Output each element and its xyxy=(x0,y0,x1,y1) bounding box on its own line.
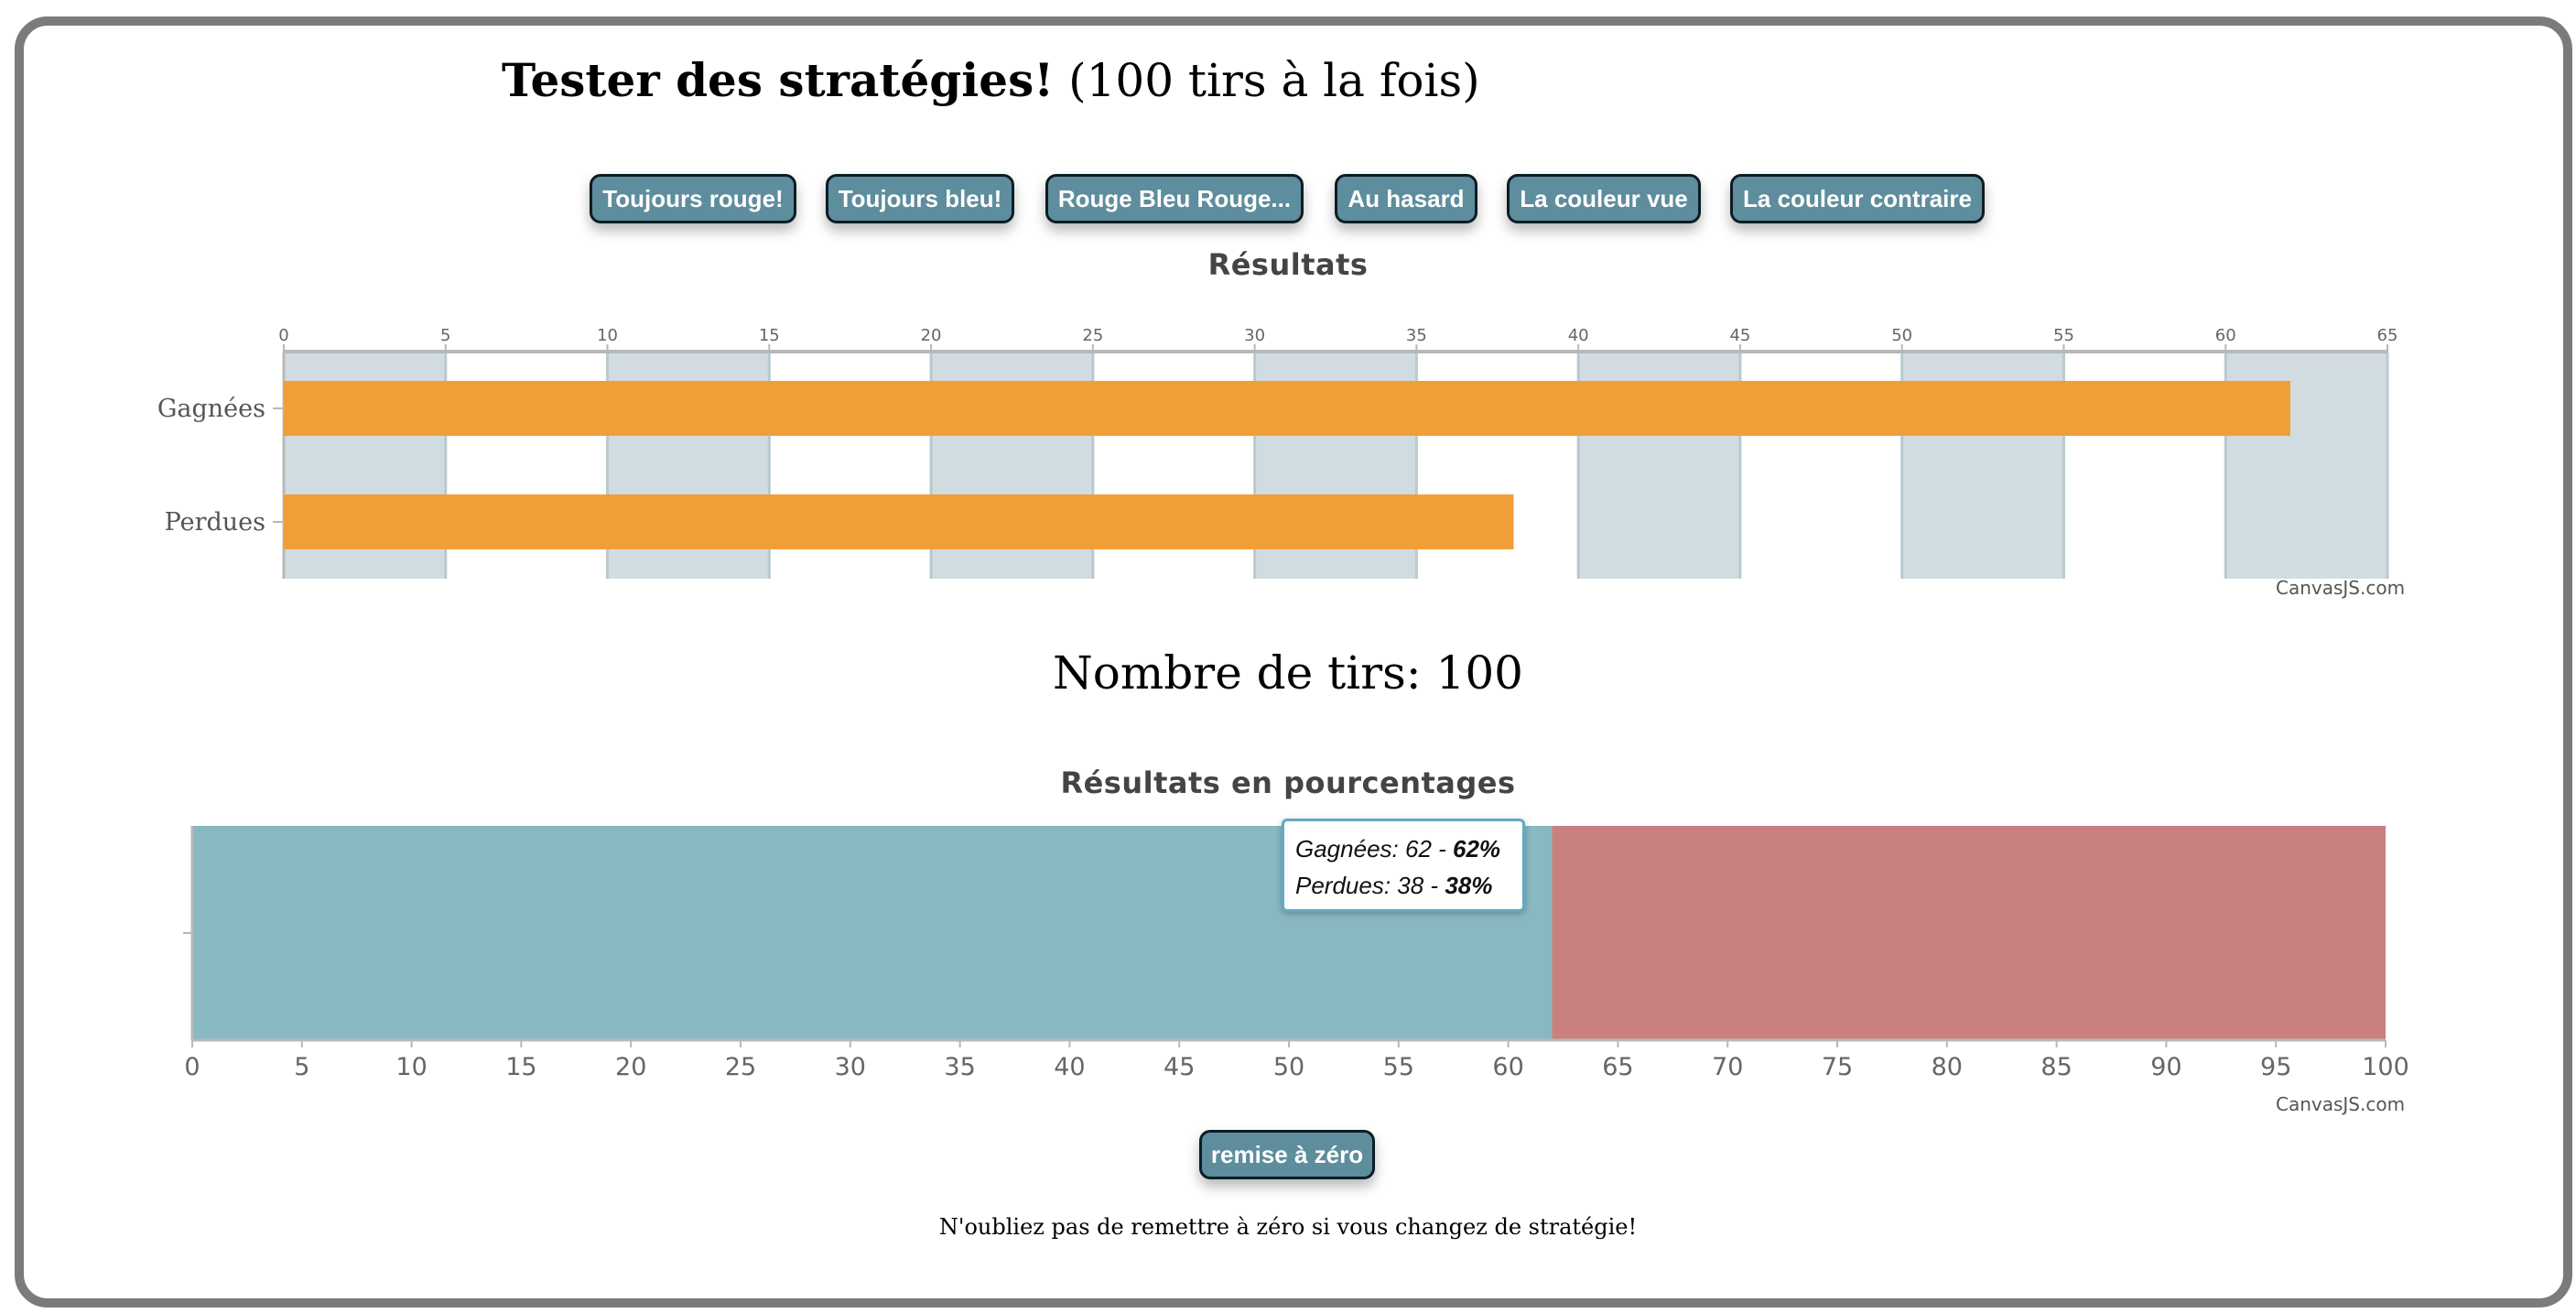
chart2-tick-label: 75 xyxy=(1822,1053,1853,1080)
shot-count: Nombre de tirs: 100 xyxy=(1053,646,1523,700)
chart1-tick-label: 40 xyxy=(1568,326,1589,345)
chart1-tick-label: 60 xyxy=(2215,326,2236,345)
chart2-tick-label: 5 xyxy=(294,1053,309,1080)
random-button[interactable]: Au hasard xyxy=(1335,174,1477,223)
chart1-tick-label: 55 xyxy=(2053,326,2074,345)
chart2-tick-label: 45 xyxy=(1164,1053,1195,1080)
chart1-category-label: Perdues xyxy=(165,508,265,537)
chart1-tick-label: 5 xyxy=(440,326,450,345)
chart2-tick-label: 15 xyxy=(505,1053,536,1080)
chart1-tick-label: 0 xyxy=(278,326,288,345)
chart1-bar-won xyxy=(284,381,2290,436)
chart1-tick-label: 45 xyxy=(1729,326,1750,345)
chart2-tick-label: 90 xyxy=(2150,1053,2181,1080)
chart2-segment-lost xyxy=(1552,826,2386,1040)
chart2-tick-label: 20 xyxy=(615,1053,646,1080)
chart1-tick-label: 65 xyxy=(2377,326,2398,345)
chart2-tick-label: 50 xyxy=(1273,1053,1304,1080)
page-title-bold: Tester des stratégies! xyxy=(502,53,1055,107)
chart1-category-label: Gagnées xyxy=(157,395,265,423)
chart1-tick-label: 50 xyxy=(1891,326,1912,345)
chart1-tick-label: 25 xyxy=(1082,326,1103,345)
chart-tooltip: Gagnées: 62 - 62% Perdues: 38 - 38% xyxy=(1282,819,1525,912)
results-chart: 0 5 10 15 20 25 30 35 40 45 50 55 60 65 Gagnées Perdues xyxy=(157,326,2398,579)
chart1-tick-label: 30 xyxy=(1244,326,1265,345)
percent-chart-title: Résultats en pourcentages xyxy=(1060,765,1516,800)
reset-reminder-note: N'oubliez pas de remettre à zéro si vous… xyxy=(938,1214,1638,1240)
chart2-tick-label: 35 xyxy=(944,1053,975,1080)
tooltip-row-lost: Perdues: 38 - 38% xyxy=(1295,867,1511,904)
chart1-bar-lost xyxy=(284,494,1514,549)
reset-button[interactable]: remise à zéro xyxy=(1199,1130,1375,1179)
chart2-tick-label: 55 xyxy=(1383,1053,1414,1080)
chart1-tick-label: 15 xyxy=(759,326,780,345)
page-title: Tester des stratégies! (100 tirs à la fo… xyxy=(502,51,1480,110)
results-chart-title: Résultats xyxy=(1207,247,1369,282)
opposite-color-button[interactable]: La couleur contraire xyxy=(1730,174,1985,223)
chart2-tick-label: 70 xyxy=(1712,1053,1743,1080)
chart1-tick-label: 10 xyxy=(597,326,618,345)
chart2-tick-label: 85 xyxy=(2040,1053,2072,1080)
tooltip-won-text: : 62 - xyxy=(1391,835,1454,863)
app-frame xyxy=(15,16,2572,1308)
tooltip-won-name: Gagnées xyxy=(1295,835,1392,863)
chart2-tick-label: 100 xyxy=(2362,1053,2409,1080)
percent-chart-credit: CanvasJS.com xyxy=(2276,1093,2406,1115)
red-blue-red-button[interactable]: Rouge Bleu Rouge... xyxy=(1045,174,1304,223)
chart2-tick-label: 65 xyxy=(1602,1053,1633,1080)
chart2-tick-label: 10 xyxy=(395,1053,427,1080)
tooltip-row-won: Gagnées: 62 - 62% xyxy=(1295,830,1511,867)
chart2-tick-label: 80 xyxy=(1932,1053,1963,1080)
chart2-tick-label: 60 xyxy=(1492,1053,1523,1080)
seen-color-button[interactable]: La couleur vue xyxy=(1507,174,1701,223)
chart2-tick-label: 0 xyxy=(184,1053,200,1080)
chart2-tick-label: 95 xyxy=(2260,1053,2291,1080)
tooltip-won-percent: 62% xyxy=(1453,835,1501,863)
tooltip-lost-percent: 38% xyxy=(1445,872,1493,899)
chart1-tick-label: 20 xyxy=(921,326,942,345)
page-title-subtitle: (100 tirs à la fois) xyxy=(1054,54,1480,107)
chart2-tick-label: 30 xyxy=(835,1053,866,1080)
tooltip-lost-text: : 38 - xyxy=(1383,872,1445,899)
tooltip-lost-name: Perdues xyxy=(1295,872,1384,899)
chart2-tick-label: 25 xyxy=(725,1053,756,1080)
always-blue-button[interactable]: Toujours bleu! xyxy=(826,174,1014,223)
chart2-tick-label: 40 xyxy=(1054,1053,1085,1080)
always-red-button[interactable]: Toujours rouge! xyxy=(590,174,796,223)
chart1-tick-label: 35 xyxy=(1406,326,1427,345)
results-chart-credit: CanvasJS.com xyxy=(2276,577,2406,599)
